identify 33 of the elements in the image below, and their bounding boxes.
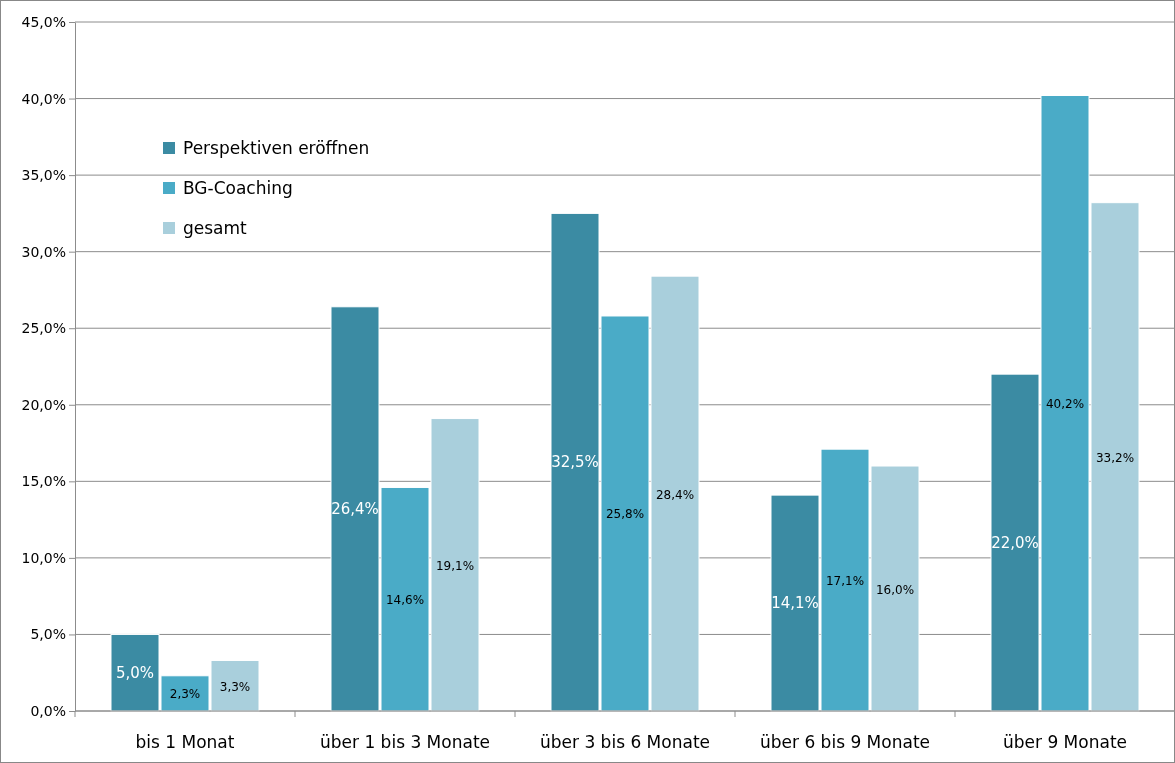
legend-label: Perspektiven eröffnen	[183, 138, 370, 158]
y-tick-label: 30,0%	[21, 243, 66, 260]
y-tick-label: 35,0%	[21, 167, 66, 184]
data-label: 14,6%	[385, 593, 425, 608]
x-tick-label: bis 1 Monat	[135, 732, 235, 752]
data-label: 14,1%	[771, 594, 819, 613]
y-tick-label: 15,0%	[21, 473, 66, 490]
legend-label: gesamt	[183, 218, 248, 238]
x-tick-label: über 1 bis 3 Monate	[319, 732, 491, 752]
data-label: 26,4%	[331, 499, 379, 518]
data-label: 25,8%	[605, 507, 645, 522]
data-label: 3,3%	[219, 679, 251, 694]
data-label: 28,4%	[655, 487, 695, 502]
x-tick-label: über 3 bis 6 Monate	[539, 732, 711, 752]
data-label: 22,0%	[991, 533, 1039, 552]
y-tick-label: 25,0%	[21, 320, 66, 337]
data-label: 2,3%	[169, 687, 201, 702]
data-label: 19,1%	[435, 558, 475, 573]
x-tick-label: über 9 Monate	[1002, 732, 1128, 752]
data-label: 16,0%	[875, 582, 915, 597]
data-label: 40,2%	[1045, 397, 1085, 412]
y-tick-label: 10,0%	[21, 549, 66, 566]
y-tick-label: 45,0%	[21, 13, 66, 30]
y-tick-label: 5,0%	[30, 626, 66, 643]
y-tick-label: 0,0%	[30, 702, 66, 719]
data-label: 33,2%	[1095, 450, 1135, 465]
x-tick-label: über 6 bis 9 Monate	[759, 732, 931, 752]
data-label: 32,5%	[551, 453, 599, 472]
y-tick-label: 40,0%	[21, 90, 66, 107]
y-tick-label: 20,0%	[21, 396, 66, 413]
data-label: 5,0%	[115, 663, 155, 682]
legend-label: BG-Coaching	[183, 178, 293, 198]
data-label: 17,1%	[825, 574, 865, 589]
